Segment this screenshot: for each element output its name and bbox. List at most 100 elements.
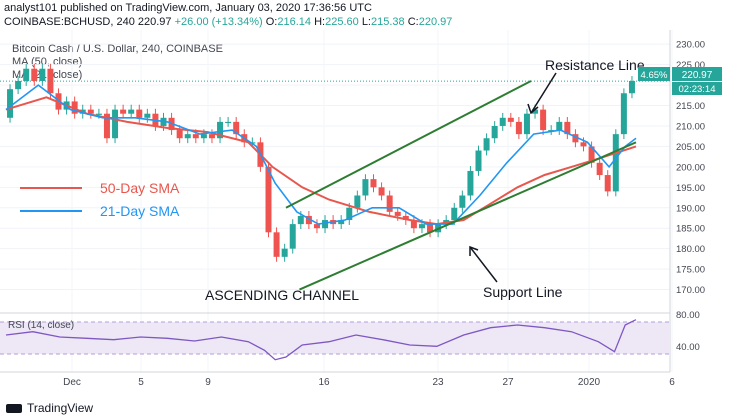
time-tick-7: 6 — [669, 377, 675, 388]
candle-body-11 — [87, 109, 94, 114]
candle-body-78 — [628, 80, 635, 94]
time-tick-5: 27 — [502, 377, 514, 388]
candle-body-65 — [523, 113, 530, 135]
candle-body-13 — [103, 113, 110, 139]
candle-body-43 — [346, 207, 353, 221]
candle-body-4 — [31, 68, 38, 81]
last-price-badge-label: 220.97 — [682, 70, 713, 81]
price-tick-8: 210.00 — [676, 121, 705, 132]
candle-body-73 — [588, 146, 595, 163]
candle-body-75 — [604, 175, 611, 192]
candle-body-77 — [620, 93, 627, 135]
channel-upper-line — [285, 80, 532, 209]
candle-body-61 — [491, 125, 498, 139]
brand-label: TradingView — [27, 401, 94, 415]
legend-ma21-label: 21-Day SMA — [100, 203, 180, 219]
time-tick-3: 16 — [318, 377, 330, 388]
sma-legend: 50-Day SMA 21-Day SMA — [20, 180, 180, 219]
candle-body-27 — [217, 121, 224, 139]
channel-label: ASCENDING CHANNEL — [205, 287, 359, 303]
publisher-line: analyst101 published on TradingView.com,… — [4, 2, 372, 14]
pct-badge — [638, 67, 670, 81]
candle-body-37 — [297, 215, 304, 225]
price-tick-4: 190.00 — [676, 203, 705, 214]
candle-body-40 — [322, 220, 329, 229]
rsi-band — [0, 322, 670, 354]
candle-body-50 — [402, 215, 409, 221]
footer: TradingView — [0, 397, 740, 419]
ma21-legend: MA (21, close) — [12, 69, 83, 81]
candle-body-48 — [386, 195, 393, 212]
candle-body-67 — [540, 109, 547, 131]
price-candles — [7, 63, 635, 262]
candle-body-51 — [410, 220, 417, 229]
candle-body-52 — [418, 224, 425, 229]
price-tick-1: 175.00 — [676, 265, 705, 276]
price-tick-5: 195.00 — [676, 183, 705, 194]
candle-body-2 — [15, 80, 22, 90]
candle-body-23 — [184, 134, 191, 139]
time-tick-4: 23 — [432, 377, 444, 388]
candle-body-14 — [112, 109, 119, 139]
candle-body-26 — [208, 134, 215, 139]
chart-title: Bitcoin Cash / U.S. Dollar, 240, COINBAS… — [12, 43, 223, 55]
candle-body-39 — [313, 224, 320, 229]
time-axis: Dec 5 9 16 23 27 2020 6 — [63, 377, 675, 388]
candle-body-22 — [176, 130, 183, 139]
candle-body-45 — [362, 179, 369, 196]
pct-badge-label: 4.65% — [641, 70, 668, 81]
rsi-line — [5, 319, 637, 361]
chart-header: analyst101 published on TradingView.com,… — [0, 0, 740, 28]
time-tick-1: 5 — [138, 377, 144, 388]
resistance-arrow-head — [527, 103, 539, 115]
candle-body-25 — [200, 134, 207, 139]
candle-body-9 — [71, 101, 78, 114]
candle-body-71 — [572, 134, 579, 143]
support-label: Support Line — [483, 284, 563, 300]
price-tick-3: 185.00 — [676, 224, 705, 235]
price-tick-11: 225.00 — [676, 60, 705, 71]
countdown-label: 02:23:14 — [679, 84, 716, 95]
candle-body-66 — [532, 109, 539, 114]
candle-body-12 — [95, 113, 102, 115]
candle-body-44 — [354, 195, 361, 208]
open-value: 216.14 — [277, 16, 312, 28]
candle-body-56 — [451, 207, 458, 221]
candle-body-76 — [612, 134, 619, 192]
candle-body-29 — [233, 121, 240, 135]
last-price-badge — [672, 67, 722, 81]
candle-body-17 — [136, 109, 143, 118]
candle-body-15 — [120, 109, 127, 114]
candle-body-28 — [225, 121, 232, 124]
time-tick-2: 9 — [205, 377, 211, 388]
channel-lower-line — [299, 141, 637, 291]
candle-body-18 — [144, 113, 151, 118]
price-axis: 170.00 175.00 180.00 185.00 190.00 195.00 200.… — [669, 30, 705, 372]
candle-body-36 — [289, 224, 296, 249]
tradingview-logo[interactable]: TradingView — [6, 401, 93, 415]
candle-body-35 — [281, 248, 288, 257]
price-tick-0: 170.00 — [676, 285, 705, 296]
countdown-badge — [672, 82, 722, 95]
candle-body-59 — [475, 150, 482, 171]
candle-body-69 — [556, 121, 563, 131]
grid — [0, 30, 673, 372]
candle-body-42 — [338, 220, 345, 225]
resistance-annotation: Resistance Line — [527, 57, 645, 115]
candle-body-34 — [273, 232, 280, 257]
candle-body-70 — [564, 121, 571, 135]
price-tick-9: 215.00 — [676, 101, 705, 112]
low-label: L: — [361, 16, 371, 28]
candle-body-58 — [467, 170, 474, 196]
candle-body-72 — [580, 142, 587, 147]
price-chart[interactable]: Resistance Line Support Line ASCENDING C… — [0, 0, 740, 397]
rsi-tick-80: 80.00 — [676, 310, 700, 321]
price-change: +26.00 (+13.34%) — [174, 16, 263, 28]
close-label: C: — [407, 16, 419, 28]
candle-body-63 — [507, 117, 514, 122]
price-tick-7: 205.00 — [676, 142, 705, 153]
price-tick-6: 200.00 — [676, 162, 705, 173]
rsi-label: RSI (14, close) — [8, 320, 74, 331]
candle-body-74 — [596, 162, 603, 176]
time-tick-0: Dec — [63, 377, 81, 388]
